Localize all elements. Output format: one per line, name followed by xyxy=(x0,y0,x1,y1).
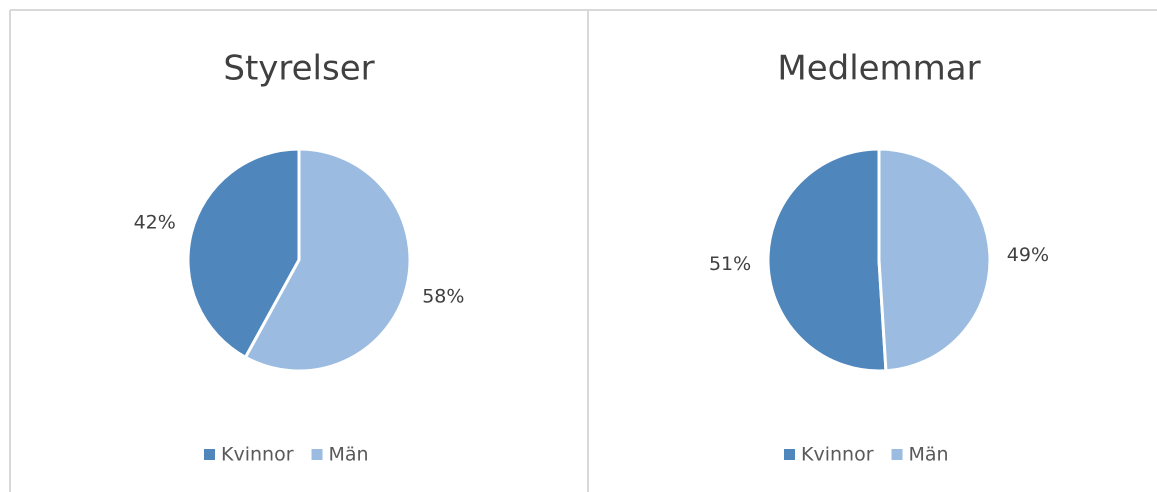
pie-slice xyxy=(243,147,412,373)
legend-swatch xyxy=(891,449,903,460)
data-label: 42% xyxy=(134,211,176,233)
pie-slice xyxy=(766,147,888,373)
chart-title: Medlemmar xyxy=(777,49,980,89)
chart-title: Styrelser xyxy=(223,49,374,89)
legend-label: Kvinnor xyxy=(801,444,874,466)
data-label: 58% xyxy=(422,286,464,308)
data-label: 51% xyxy=(709,253,751,275)
legend-label: Män xyxy=(329,444,369,466)
legend-swatch xyxy=(784,449,795,460)
pie-slice xyxy=(877,147,992,373)
legend-label: Män xyxy=(909,444,949,466)
legend-label: Kvinnor xyxy=(221,444,294,466)
legend-swatch xyxy=(204,449,215,460)
legend-swatch xyxy=(311,449,323,460)
data-label: 49% xyxy=(1007,244,1049,266)
pie-slice xyxy=(186,147,301,360)
